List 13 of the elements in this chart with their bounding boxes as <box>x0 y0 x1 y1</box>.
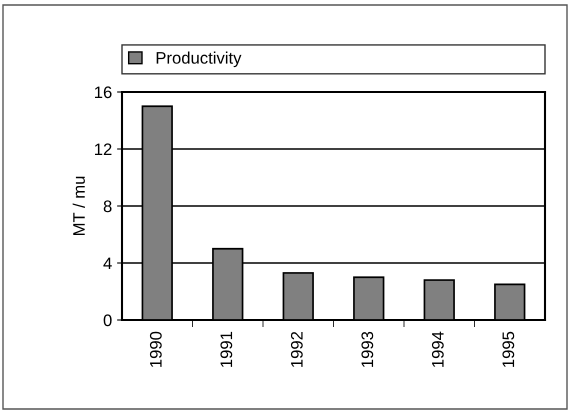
x-tick-label: 1990 <box>150 332 162 367</box>
y-axis-title: MT / mu <box>72 176 85 236</box>
y-tick-label: 12 <box>95 143 112 156</box>
x-tick-label: 1992 <box>290 332 303 367</box>
x-tick-label: 1994 <box>432 332 444 367</box>
x-tick-label: 1991 <box>220 332 232 367</box>
y-tick-label: 0 <box>104 314 112 326</box>
y-tick-label: 16 <box>95 86 112 98</box>
x-tick-label: 1993 <box>361 332 374 367</box>
y-tick-label: 8 <box>104 200 112 212</box>
legend-label: Productivity <box>156 52 242 68</box>
x-tick-label: 1995 <box>502 332 514 367</box>
y-tick-label: 4 <box>103 258 112 270</box>
